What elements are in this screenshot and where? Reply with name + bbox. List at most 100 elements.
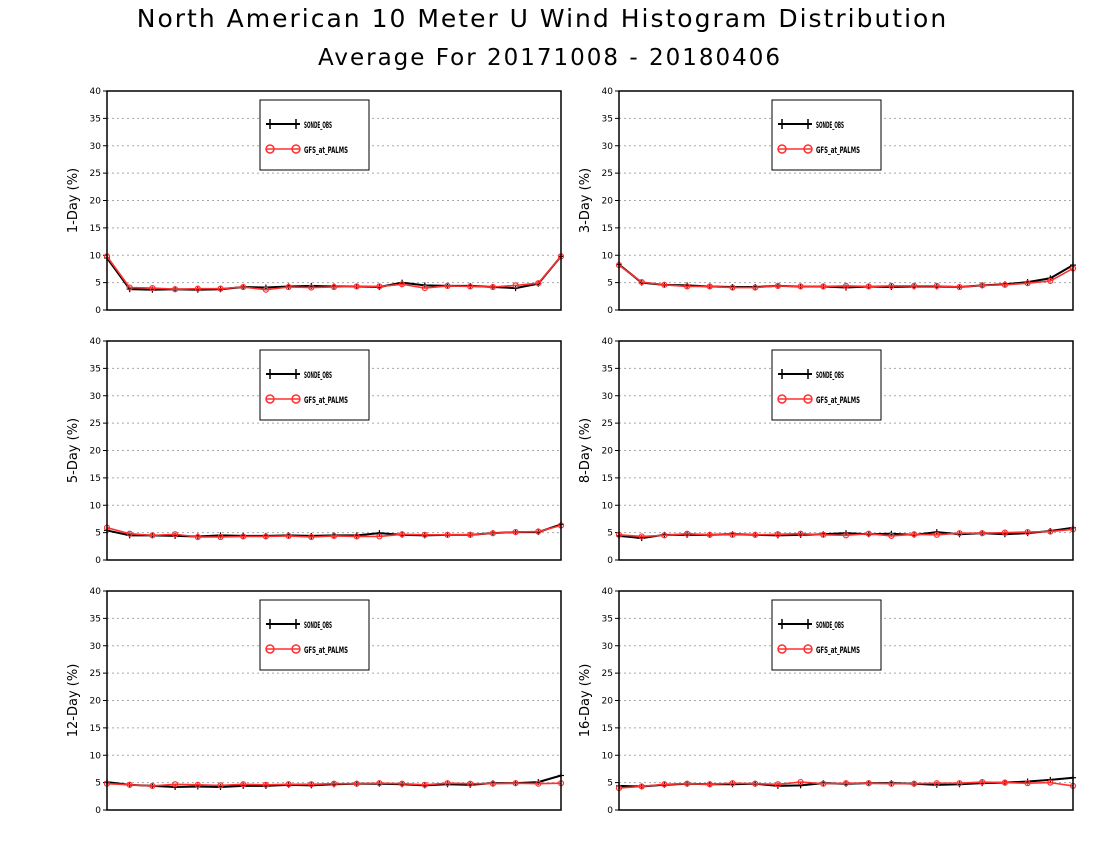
data-point-gfs-at-palms [752,780,759,787]
legend-box [259,599,370,671]
data-point-gfs-at-palms [1024,528,1031,536]
data-point-gfs-at-palms [706,781,713,788]
data-point-gfs-at-palms [774,531,782,538]
data-point-gfs-at-palms [797,283,804,290]
data-point-gfs-at-palms [421,781,428,788]
data-point-gfs-at-palms [330,283,338,291]
chart-panel: 0 5 10 15 20 25 30 35 40 5-Day (%) SONDE_OBS GFS_at… [66,337,565,566]
series-line-gfs-at-palms [618,781,1074,789]
data-point-gfs-at-palms [444,531,451,538]
legend: SONDE_OBS GFS_at_PALMS [771,349,882,421]
data-point-gfs-at-palms [661,281,668,288]
y-tick-label: 5 [607,779,613,789]
data-point-gfs-at-palms [376,780,383,787]
y-tick-label: 5 [95,529,101,539]
plot-frame [106,90,562,311]
data-point-gfs-at-palms [240,533,247,540]
chart-panel: 0 5 10 15 20 25 30 35 40 16-Day (%) SONDE_OBS GFS_a… [578,587,1077,816]
data-point-gfs-at-palms [262,533,269,540]
data-point-gfs-at-palms [638,533,645,540]
data-point-gfs-at-palms [126,530,133,537]
data-point-gfs-at-palms [399,531,406,538]
y-tick-label: 20 [90,447,102,457]
plot-frame [106,340,562,561]
y-tick-label: 0 [607,306,613,316]
y-axis-label: 8-Day (%) [578,418,593,483]
y-axis-label: 12-Day (%) [66,664,81,738]
chart-panel: 0 5 10 15 20 25 30 35 40 8-Day (%) SONDE_OBS GFS_at… [578,337,1077,566]
data-point-gfs-at-palms [979,282,986,289]
y-tick-label: 10 [90,251,102,261]
y-axis-label: 5-Day (%) [66,418,81,483]
y-tick-label: 10 [90,751,102,761]
data-point-gfs-at-palms [262,781,269,788]
legend-marker [803,644,813,654]
y-tick-label: 5 [607,529,613,539]
y-tick-label: 40 [602,587,614,597]
data-point-gfs-at-palms [489,530,496,537]
y-tick-label: 20 [602,697,614,707]
data-point-gfs-at-palms [842,282,850,290]
y-tick-label: 35 [90,114,101,124]
y-tick-label: 40 [90,587,102,597]
data-point-gfs-at-palms [910,282,918,290]
legend-marker [265,144,275,154]
data-point-gfs-at-palms [194,781,201,788]
data-point-gfs-at-palms [330,780,338,787]
data-point-gfs-at-palms [240,283,247,291]
y-tick-label: 15 [602,724,613,734]
data-point-gfs-at-palms [217,285,224,292]
data-point-gfs-at-palms [933,282,940,290]
plot-frame [106,590,562,811]
legend: SONDE_OBS GFS_at_PALMS [771,99,882,171]
data-point-gfs-at-palms [262,286,269,293]
data-point-gfs-at-palms [910,780,918,787]
data-point-sonde-obs [376,530,383,537]
legend-label-sonde-obs: SONDE_OBS [304,121,332,131]
data-point-gfs-at-palms [194,285,201,292]
data-point-gfs-at-palms [535,528,542,535]
data-point-gfs-at-palms [535,280,542,287]
series-line-gfs-at-palms [106,782,562,787]
data-point-gfs-at-palms [752,531,759,538]
data-point-gfs-at-palms [865,780,872,787]
data-point-gfs-at-palms [729,531,736,538]
data-point-gfs-at-palms [933,531,940,538]
data-point-gfs-at-palms [820,283,827,290]
legend-label-gfs-at-palms: GFS_at_PALMS [816,146,860,156]
data-point-gfs-at-palms [217,533,224,541]
data-point-gfs-at-palms [512,282,519,289]
y-tick-label: 20 [602,447,614,457]
data-point-gfs-at-palms [797,778,804,786]
data-point-gfs-at-palms [399,281,406,288]
data-point-gfs-at-palms [376,533,383,540]
y-tick-label: 10 [90,501,102,511]
y-axis-label: 1-Day (%) [66,168,81,233]
data-point-gfs-at-palms [661,532,668,539]
y-tick-label: 25 [90,419,101,429]
plot-frame [618,340,1074,561]
data-point-gfs-at-palms [979,530,986,537]
data-point-gfs-at-palms [865,530,872,537]
data-point-gfs-at-palms [910,531,918,538]
data-point-gfs-at-palms [1024,280,1031,287]
y-tick-label: 20 [90,697,102,707]
data-point-gfs-at-palms [842,780,850,787]
y-tick-label: 15 [90,474,101,484]
y-tick-label: 30 [90,642,102,652]
series-line-gfs-at-palms [618,264,1074,289]
legend-marker [291,644,301,654]
data-point-gfs-at-palms [979,778,986,786]
data-point-gfs-at-palms [512,780,519,787]
data-point-gfs-at-palms [1001,529,1009,536]
legend-marker [291,144,301,154]
data-point-gfs-at-palms [421,531,428,538]
data-point-gfs-at-palms [512,528,519,536]
y-tick-label: 0 [95,806,101,816]
y-tick-label: 0 [607,806,613,816]
series-line-gfs-at-palms [106,524,562,538]
y-tick-label: 30 [602,642,614,652]
data-point-gfs-at-palms [285,532,292,540]
y-tick-label: 35 [90,364,101,374]
y-tick-label: 25 [90,169,101,179]
